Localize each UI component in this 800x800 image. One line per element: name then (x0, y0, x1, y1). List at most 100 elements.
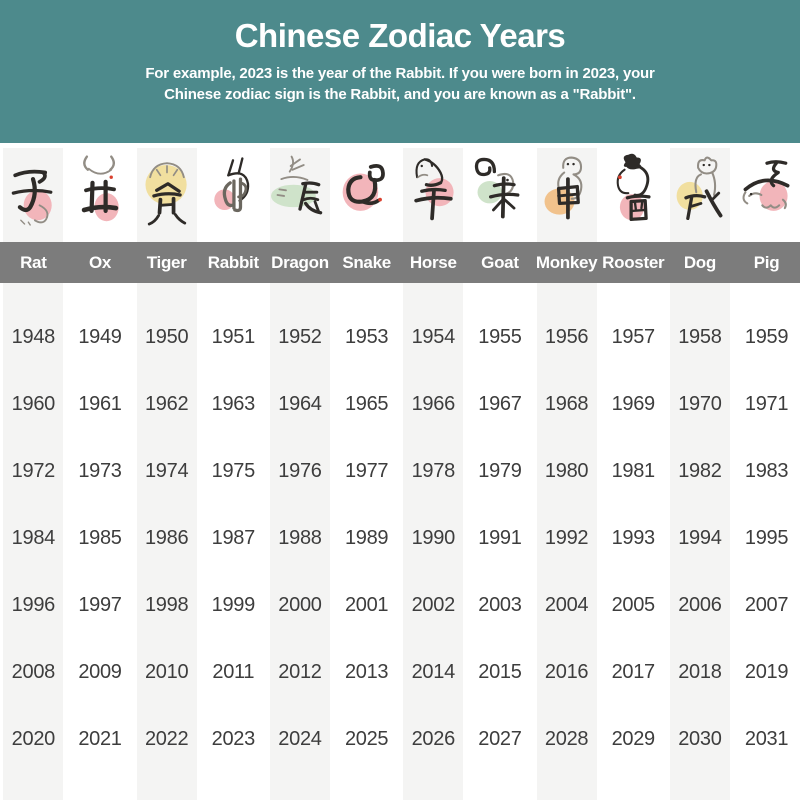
column-header-goat: Goat (481, 252, 519, 272)
year-cell: 1968 (544, 393, 589, 415)
year-cell: 2023 (211, 728, 256, 750)
year-cell: 2009 (78, 661, 122, 683)
year-cell: 2016 (544, 661, 589, 683)
year-cell: 1960 (11, 393, 56, 415)
year-cell: 1964 (278, 393, 322, 415)
dog-zodiac-icon (667, 148, 734, 242)
year-cell: 1959 (744, 326, 789, 348)
pig-zodiac-icon (733, 148, 800, 242)
year-cell: 2000 (278, 594, 322, 616)
year-cell: 1956 (544, 326, 589, 348)
header-banner: Chinese Zodiac Years For example, 2023 i… (0, 0, 800, 143)
year-cell: 2029 (611, 728, 656, 750)
year-cell: 2015 (478, 661, 522, 683)
column-header-monkey: Monkey (535, 252, 598, 272)
column-header-horse: Horse (409, 252, 457, 272)
year-cell: 1991 (478, 527, 522, 549)
year-cell: 1954 (411, 326, 456, 348)
year-cell: 1951 (211, 326, 256, 348)
year-cell: 1992 (544, 527, 589, 549)
year-cell: 1982 (678, 460, 722, 482)
year-cell: 2024 (278, 728, 322, 750)
year-cell: 2026 (411, 728, 456, 750)
year-cell: 1973 (78, 460, 122, 482)
year-cell: 1981 (611, 460, 656, 482)
year-cell: 1986 (144, 527, 189, 549)
year-cell: 1975 (211, 460, 256, 482)
year-cell: 2027 (478, 728, 522, 750)
year-cell: 1966 (411, 393, 456, 415)
year-cell: 2010 (144, 661, 189, 683)
ox-zodiac-icon (67, 148, 134, 242)
year-cell: 2028 (544, 728, 589, 750)
column-header-tiger: Tiger (146, 252, 187, 272)
year-cell: 2011 (212, 661, 255, 683)
year-cell: 2030 (678, 728, 722, 750)
year-cell: 1999 (211, 594, 256, 616)
rat-zodiac-icon (0, 148, 67, 242)
column-header-rat: Rat (20, 252, 47, 272)
year-cell: 2004 (544, 594, 589, 616)
subtitle-line-2: Chinese zodiac sign is the Rabbit, and y… (164, 86, 636, 103)
subtitle-line-1: For example, 2023 is the year of the Rab… (145, 65, 655, 82)
year-cell: 1974 (144, 460, 189, 482)
year-cell: 1976 (278, 460, 322, 482)
year-cell: 2007 (744, 594, 789, 616)
year-cell: 1993 (611, 527, 656, 549)
year-cell: 1970 (678, 393, 722, 415)
year-cell: 2006 (678, 594, 722, 616)
zodiac-icons-row (0, 148, 800, 242)
year-cell: 1997 (78, 594, 122, 616)
year-cell: 2022 (144, 728, 189, 750)
column-header-rabbit: Rabbit (207, 252, 259, 272)
year-cell: 1983 (744, 460, 789, 482)
year-cell: 1980 (544, 460, 589, 482)
column-header-pig: Pig (753, 252, 780, 272)
column-header-ox: Ox (88, 252, 112, 272)
year-cell: 1990 (411, 527, 456, 549)
year-cell: 1989 (344, 527, 389, 549)
year-cell: 1948 (11, 326, 56, 348)
year-cell: 2005 (611, 594, 656, 616)
year-cell: 1978 (411, 460, 456, 482)
year-cell: 1998 (144, 594, 189, 616)
year-cell: 1962 (144, 393, 189, 415)
year-cell: 2018 (678, 661, 722, 683)
rabbit-zodiac-icon (200, 148, 267, 242)
year-cell: 1995 (744, 527, 789, 549)
tiger-zodiac-icon (133, 148, 200, 242)
year-cell: 1996 (11, 594, 56, 616)
year-cell: 1965 (344, 393, 389, 415)
year-cell: 1958 (678, 326, 722, 348)
year-cell: 1969 (611, 393, 656, 415)
monkey-zodiac-icon (533, 148, 600, 242)
dragon-zodiac-icon (267, 148, 334, 242)
years-grid: 1948 1949 1950 1951 1952 1953 1954 1955 1956 1957… (0, 283, 800, 773)
year-cell: 2025 (344, 728, 389, 750)
zodiac-table: Rat Ox Tiger Rabbit Dragon Snake Horse Goat Monk… (0, 143, 800, 800)
column-header-dog: Dog (683, 252, 716, 272)
year-cell: 1967 (478, 393, 522, 415)
horse-zodiac-icon (400, 148, 467, 242)
column-header-rooster: Rooster (602, 252, 665, 272)
year-cell: 2021 (78, 728, 122, 750)
year-cell: 1988 (278, 527, 322, 549)
year-cell: 1985 (78, 527, 122, 549)
goat-zodiac-icon (467, 148, 534, 242)
year-cell: 1950 (144, 326, 189, 348)
year-cell: 2003 (478, 594, 522, 616)
year-cell: 1961 (78, 393, 122, 415)
year-cell: 1963 (211, 393, 256, 415)
page-subtitle: For example, 2023 is the year of the Rab… (0, 63, 800, 105)
year-cell: 2002 (411, 594, 456, 616)
year-cell: 2031 (744, 728, 789, 750)
year-cell: 1994 (678, 527, 722, 549)
year-cell: 2012 (278, 661, 322, 683)
year-cell: 1984 (11, 527, 56, 549)
page-title: Chinese Zodiac Years (234, 17, 566, 54)
year-cell: 2019 (744, 661, 789, 683)
column-header-dragon: Dragon (271, 252, 329, 272)
year-cell: 1953 (344, 326, 389, 348)
year-cell: 1977 (344, 460, 389, 482)
